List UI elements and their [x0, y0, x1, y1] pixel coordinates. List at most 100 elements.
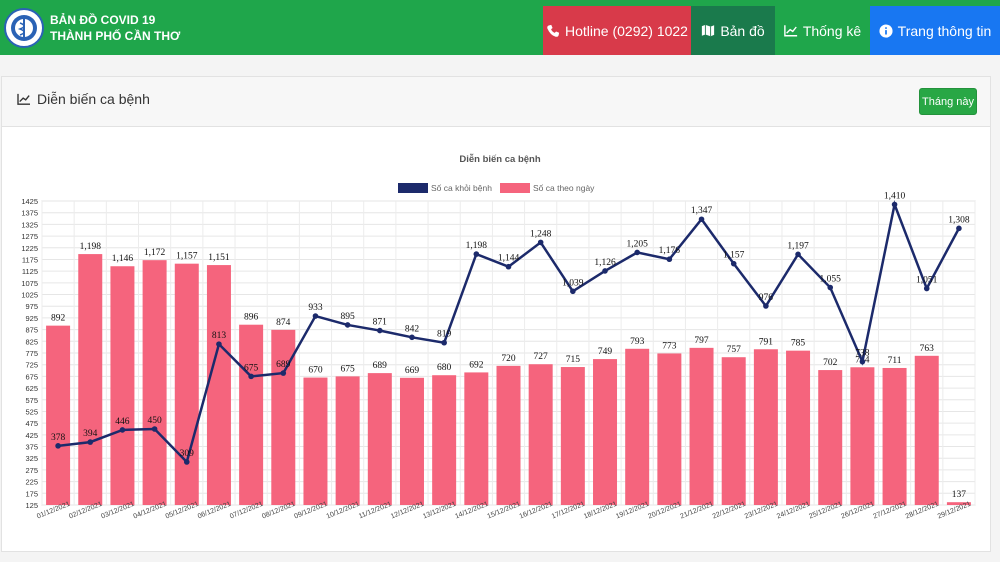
- y-tick-label: 1025: [21, 291, 38, 300]
- point-recovered: [602, 268, 608, 274]
- bar-daily-cases: [914, 355, 939, 505]
- bar-value-label: 675: [341, 364, 356, 374]
- point-value-label: 1,039: [562, 278, 584, 288]
- point-recovered: [698, 216, 705, 223]
- bar-daily-cases: [464, 372, 489, 505]
- brand-title: BẢN ĐỒ COVID 19 THÀNH PHỐ CẦN THƠ: [50, 12, 180, 44]
- bar-daily-cases: [496, 365, 521, 505]
- bar-daily-cases: [239, 324, 264, 505]
- point-value-label: 1,197: [787, 241, 809, 251]
- point-recovered: [859, 358, 866, 365]
- point-recovered: [409, 334, 415, 341]
- bar-value-label: 763: [920, 344, 935, 354]
- nav-hotline-button[interactable]: Hotline (0292) 1022: [543, 6, 691, 55]
- y-tick-label: 1275: [21, 232, 38, 241]
- point-recovered: [441, 339, 447, 346]
- point-value-label: 1,205: [627, 239, 649, 249]
- top-navbar: BẢN ĐỒ COVID 19 THÀNH PHỐ CẦN THƠ Hotlin…: [0, 0, 1000, 55]
- bar-daily-cases: [528, 364, 553, 505]
- bar-daily-cases: [206, 265, 231, 505]
- y-tick-label: 175: [25, 489, 38, 498]
- nav-map-button[interactable]: Bản đồ: [691, 6, 775, 55]
- bar-daily-cases: [721, 357, 746, 505]
- point-value-label: 1,126: [594, 258, 616, 268]
- point-recovered: [119, 427, 126, 433]
- bar-daily-cases: [850, 367, 875, 505]
- y-tick-label: 1375: [21, 209, 38, 218]
- bar-value-label: 720: [501, 354, 516, 364]
- y-tick-label: 825: [25, 337, 38, 346]
- bar-value-label: 689: [373, 361, 388, 371]
- point-recovered: [216, 341, 222, 347]
- logo-icon: [4, 8, 44, 48]
- point-recovered: [248, 373, 254, 380]
- this-month-button[interactable]: Tháng này: [919, 88, 977, 115]
- point-value-label: 933: [308, 303, 323, 313]
- chart-line-icon: [783, 25, 797, 37]
- legend-label-daily-cases: Số ca theo ngày: [533, 183, 595, 193]
- y-tick-label: 325: [25, 454, 38, 463]
- legend-swatch-daily-cases: [500, 183, 530, 193]
- point-recovered: [55, 443, 61, 449]
- info-circle-icon: [879, 23, 893, 38]
- brand[interactable]: BẢN ĐỒ COVID 19 THÀNH PHỐ CẦN THƠ: [4, 6, 180, 50]
- nav-hotline-label: Hotline (0292) 1022: [565, 22, 688, 39]
- y-tick-label: 625: [25, 384, 38, 393]
- bar-value-label: 711: [888, 356, 902, 366]
- y-tick-label: 775: [25, 349, 38, 358]
- card-header: Diễn biến ca bệnh Tháng này: [2, 77, 990, 127]
- chart-title: Diễn biến ca bệnh: [459, 154, 540, 165]
- bar-value-label: 757: [727, 345, 742, 355]
- y-tick-label: 975: [25, 302, 38, 311]
- card-title: Diễn biến ca bệnh: [17, 91, 150, 107]
- card-title-text: Diễn biến ca bệnh: [37, 91, 150, 107]
- y-tick-label: 425: [25, 431, 38, 440]
- point-recovered: [344, 322, 351, 328]
- point-value-label: 1,055: [820, 275, 842, 285]
- point-recovered: [537, 239, 544, 246]
- point-recovered: [634, 249, 640, 256]
- bar-value-label: 892: [51, 314, 66, 324]
- bar-value-label: 702: [823, 358, 838, 368]
- nav-info-page-button[interactable]: Trang thông tin: [870, 6, 1000, 55]
- point-recovered: [151, 426, 158, 432]
- bar-daily-cases: [432, 375, 457, 505]
- bar-daily-cases: [625, 348, 650, 505]
- point-recovered: [923, 285, 930, 292]
- point-value-label: 813: [212, 331, 227, 341]
- bar-value-label: 773: [662, 341, 677, 351]
- point-recovered: [666, 256, 673, 263]
- point-recovered: [827, 284, 834, 291]
- bar-value-label: 1,172: [144, 248, 166, 258]
- y-tick-label: 925: [25, 314, 38, 323]
- bar-daily-cases: [818, 370, 843, 505]
- y-tick-label: 225: [25, 478, 38, 487]
- bar-daily-cases: [367, 373, 392, 505]
- y-tick-label: 525: [25, 407, 38, 416]
- point-value-label: 675: [244, 363, 259, 373]
- bar-value-label: 680: [437, 363, 452, 373]
- point-value-label: 394: [83, 429, 98, 439]
- point-recovered: [795, 251, 801, 258]
- bar-value-label: 137: [952, 490, 967, 500]
- bar-daily-cases: [303, 377, 328, 505]
- point-recovered: [730, 260, 737, 267]
- bar-value-label: 791: [759, 337, 774, 347]
- nav-statistics-button[interactable]: Thống kê: [775, 6, 870, 55]
- point-value-label: 309: [180, 449, 195, 459]
- point-value-label: 689: [276, 360, 291, 370]
- point-value-label: 1,144: [498, 254, 520, 264]
- point-value-label: 1,347: [691, 206, 713, 216]
- nav-info-page-label: Trang thông tin: [897, 22, 992, 39]
- bar-value-label: 727: [534, 352, 549, 362]
- y-tick-label: 725: [25, 361, 38, 370]
- bar-daily-cases: [46, 325, 71, 505]
- bar-value-label: 785: [791, 339, 806, 349]
- y-tick-label: 1125: [22, 267, 38, 276]
- point-value-label: 1,248: [530, 229, 552, 239]
- bar-daily-cases: [335, 376, 360, 505]
- point-recovered: [377, 327, 383, 334]
- point-value-label: 976: [759, 293, 774, 303]
- bar-value-label: 1,198: [80, 242, 102, 252]
